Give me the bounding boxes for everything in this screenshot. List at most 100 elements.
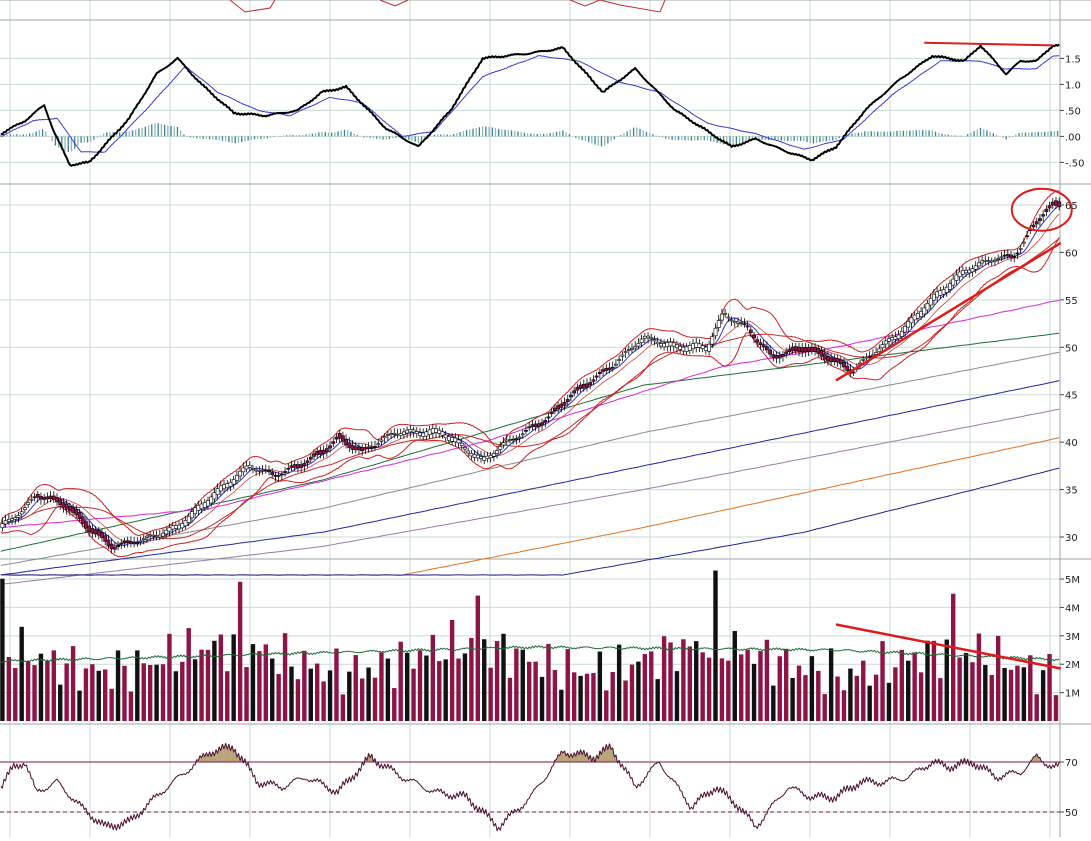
price-candle-body xyxy=(357,446,361,451)
price-candle-body xyxy=(838,359,843,365)
price-candle-body xyxy=(697,343,702,348)
price-candle-body xyxy=(941,289,946,295)
volume-bar xyxy=(957,657,962,721)
volume-bar xyxy=(681,639,686,721)
price-candle-body xyxy=(784,351,789,355)
price-candle-body xyxy=(588,382,593,386)
price-candle-body xyxy=(395,433,400,436)
volume-bar xyxy=(584,673,590,721)
price-candle-body xyxy=(215,488,220,495)
price-candle-body xyxy=(665,342,670,347)
volume-bar xyxy=(861,660,866,721)
price-candle-body xyxy=(787,348,792,352)
price-candle-body xyxy=(1038,218,1042,222)
price-candle-body xyxy=(610,366,615,369)
price-candle-body xyxy=(736,321,740,324)
price-candle-body xyxy=(893,336,898,340)
price-candle-body xyxy=(578,384,583,389)
price-candle-body xyxy=(575,386,580,391)
volume-bar xyxy=(559,689,564,721)
volume-bar xyxy=(687,646,693,721)
price-candle-body xyxy=(594,375,599,378)
volume-bar xyxy=(783,648,789,721)
price-candle-body xyxy=(87,525,92,533)
price-candle-body xyxy=(392,432,397,435)
volume-bar xyxy=(732,631,737,721)
price-candle-body xyxy=(703,346,708,351)
price-candle-body xyxy=(552,407,557,411)
price-candle-body xyxy=(694,342,699,348)
price-candle-body xyxy=(58,499,63,506)
price-candle-body xyxy=(366,446,371,450)
volume-bar xyxy=(1053,695,1059,721)
price-candle-body xyxy=(864,356,869,359)
price-candle-body xyxy=(678,345,683,350)
price-candle-body xyxy=(504,439,509,442)
price-candle-body xyxy=(302,463,307,467)
price-candle-body xyxy=(890,337,895,341)
recent-high-circle xyxy=(1010,187,1073,232)
volume-bar xyxy=(109,688,114,721)
price-candle-body xyxy=(883,340,888,345)
price-candle-body xyxy=(39,496,43,500)
volume-bar xyxy=(629,664,635,721)
volume-bar xyxy=(835,676,840,721)
volume-bar xyxy=(77,690,82,721)
volume-bar xyxy=(456,658,461,721)
price-tick-label: 55 xyxy=(1065,296,1078,307)
price-candle-body xyxy=(344,438,349,446)
volume-bar xyxy=(764,639,770,721)
price-candle-body xyxy=(3,520,8,525)
macd-tick-label: .00 xyxy=(1065,132,1081,143)
price-candle-body xyxy=(421,432,426,437)
price-candle-body xyxy=(100,532,104,538)
price-candle-body xyxy=(601,369,605,372)
price-candle-body xyxy=(279,473,284,476)
price-candle-body xyxy=(999,256,1004,259)
price-candle-body xyxy=(761,344,766,348)
volume-bar xyxy=(726,660,731,721)
volume-bar xyxy=(359,678,365,721)
price-candle-body xyxy=(369,446,374,449)
volume-bar xyxy=(706,657,712,721)
volume-bar xyxy=(257,651,262,721)
price-candle-body xyxy=(231,479,236,485)
volume-bar xyxy=(302,650,307,721)
price-candle-body xyxy=(903,326,907,333)
price-candle-body xyxy=(906,321,911,328)
price-candle-body xyxy=(247,464,252,468)
price-candle-body xyxy=(296,464,300,469)
price-candle-body xyxy=(324,448,329,452)
price-candle-body xyxy=(353,446,358,451)
price-candle-body xyxy=(138,540,143,543)
price-candle-body xyxy=(475,454,480,459)
price-candle-body xyxy=(915,313,920,319)
moving-average-lilac xyxy=(0,408,1060,585)
price-candle-body xyxy=(880,344,885,349)
price-candle-body xyxy=(157,534,162,538)
price-candle-body xyxy=(646,335,650,339)
volume-bar xyxy=(449,619,455,721)
price-candle-body xyxy=(636,343,641,347)
price-candle-body xyxy=(970,268,975,273)
volume-bar xyxy=(96,670,101,721)
price-candle-body xyxy=(116,545,120,548)
price-candle-body xyxy=(813,346,817,353)
price-candle-body xyxy=(1044,208,1049,212)
price-candle-body xyxy=(806,347,811,353)
price-candle-body xyxy=(658,343,663,347)
price-candle-body xyxy=(74,509,79,516)
price-candle-body xyxy=(482,456,487,461)
volume-bar xyxy=(102,669,108,721)
price-candle-body xyxy=(350,445,355,450)
price-candle-body xyxy=(190,511,194,519)
volume-bar xyxy=(816,670,821,721)
price-candle-body xyxy=(996,258,1001,260)
price-candle-body xyxy=(469,453,474,457)
price-candle-body xyxy=(520,433,525,436)
volume-bar xyxy=(526,661,532,721)
price-candle-body xyxy=(620,354,625,357)
price-candle-body xyxy=(334,436,339,440)
price-candle-body xyxy=(803,347,808,353)
